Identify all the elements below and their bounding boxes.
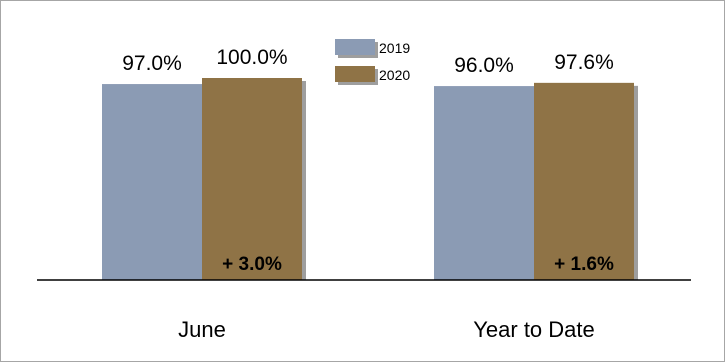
legend-swatch-2020 xyxy=(335,66,375,82)
legend: 2019 2020 xyxy=(335,39,410,85)
legend-label-2019: 2019 xyxy=(379,40,410,56)
bar-june-2019 xyxy=(102,84,202,280)
category-label-june: June xyxy=(178,317,226,342)
bars-layer xyxy=(102,78,638,281)
value-label-june-2020: 100.0% xyxy=(216,46,287,69)
value-label-year-to-date-2019: 96.0% xyxy=(454,54,514,77)
legend-swatch-2019 xyxy=(335,39,375,55)
bar-year-to-date-2019 xyxy=(434,86,534,280)
bar-year-to-date-2020 xyxy=(534,82,634,281)
labels-layer: 97.0% 100.0% June + 3.0% 96.0% 97.6% Year to D… xyxy=(122,46,614,342)
value-label-june-2019: 97.0% xyxy=(122,52,182,75)
bar-june-2020 xyxy=(202,78,302,280)
change-label-year-to-date: + 1.6% xyxy=(554,254,614,275)
change-label-june: + 3.0% xyxy=(222,254,282,275)
legend-label-2020: 2020 xyxy=(379,67,410,83)
category-label-year-to-date: Year to Date xyxy=(473,317,595,342)
value-label-year-to-date-2020: 97.6% xyxy=(554,51,614,74)
